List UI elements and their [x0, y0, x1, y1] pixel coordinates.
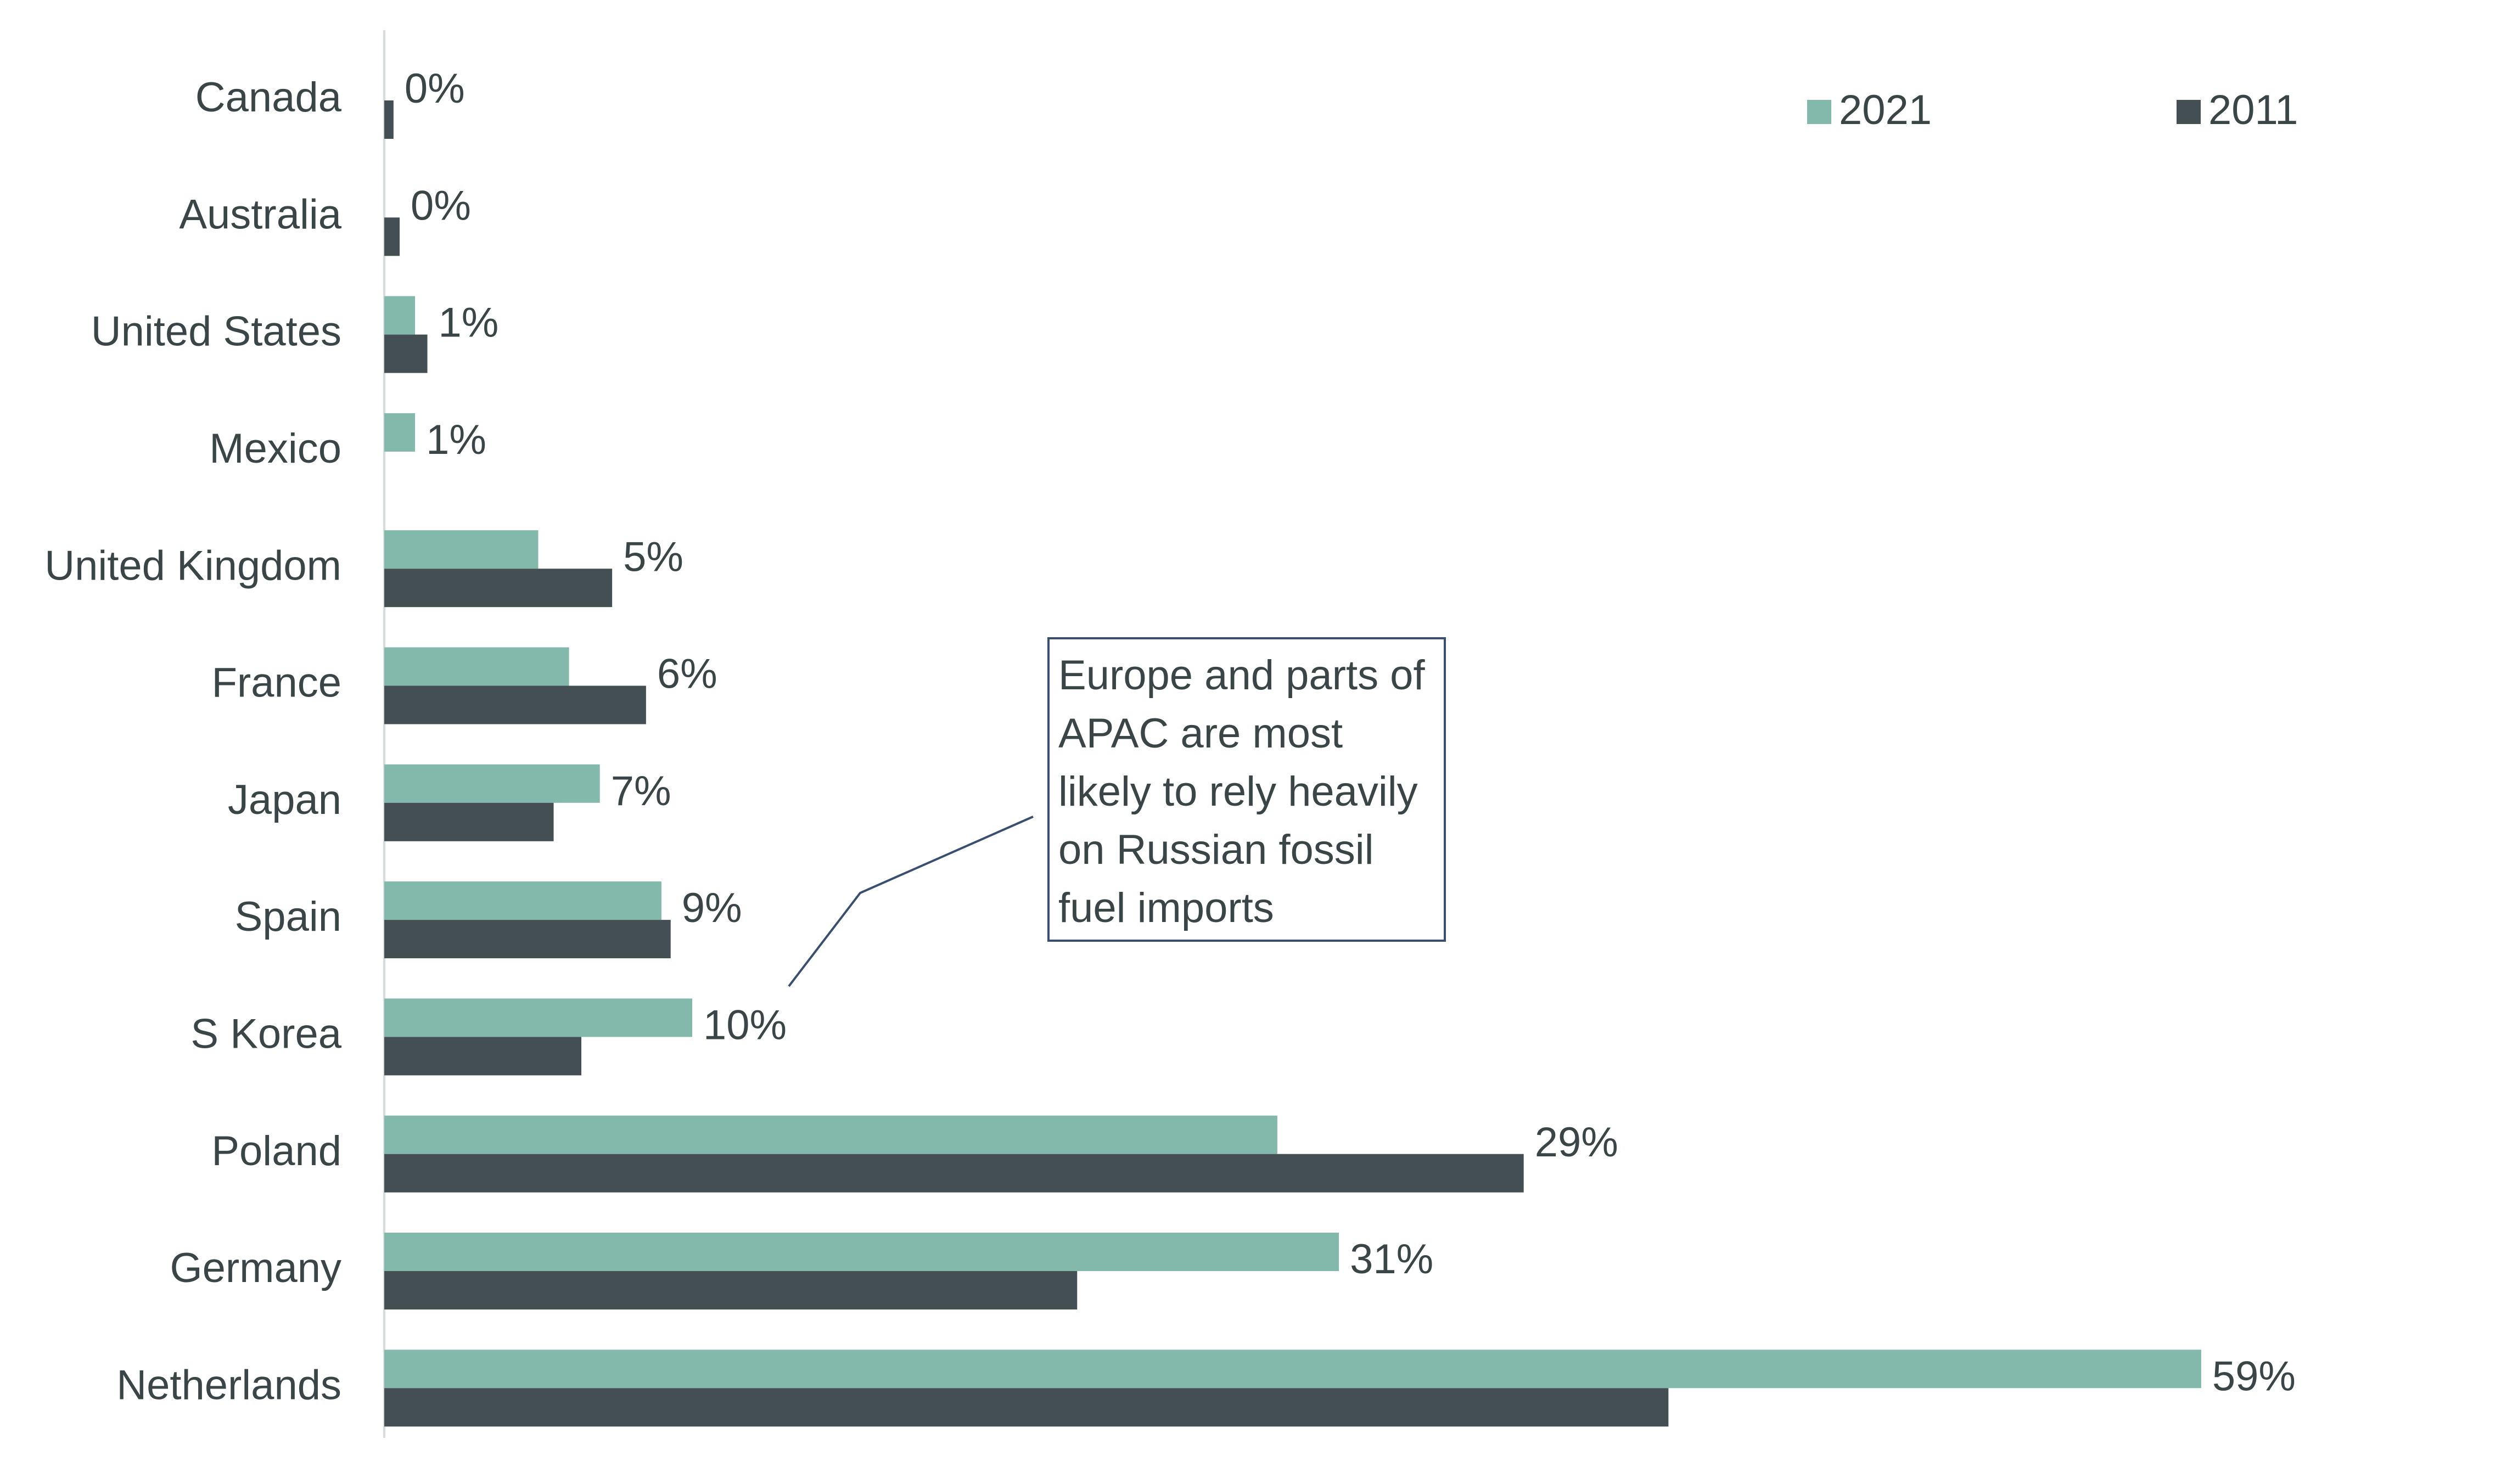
category-label-poland: Poland: [211, 1128, 341, 1174]
data-label-united-states: 1%: [439, 300, 499, 346]
category-label-canada: Canada: [195, 74, 342, 121]
bar-2021-s-korea: [384, 998, 692, 1037]
category-label-japan: Japan: [228, 777, 341, 823]
category-labels: Canada Australia United States Mexico United…: [44, 74, 341, 1408]
legend-swatch-2011: [2177, 100, 2201, 124]
bar-2021-united-kingdom: [384, 530, 539, 569]
bar-2011-japan: [384, 802, 554, 841]
data-label-japan: 7%: [611, 768, 671, 814]
category-label-germany: Germany: [170, 1245, 341, 1291]
data-label-france: 6%: [657, 651, 717, 698]
bar-2011-s-korea: [384, 1037, 582, 1076]
annotation-box: [1047, 637, 1446, 942]
bar-2021-france: [384, 647, 569, 686]
data-label-united-kingdom: 5%: [623, 533, 683, 580]
legend: 2021 2011: [1807, 87, 2298, 133]
annotation-line-1: Europe and parts of: [1058, 652, 1425, 699]
bar-2021-spain: [384, 881, 661, 920]
annotation: Europe and parts of APAC are most likely…: [788, 637, 1446, 987]
bar-2011-france: [384, 685, 646, 724]
category-label-netherlands: Netherlands: [116, 1362, 341, 1408]
data-label-australia: 0%: [411, 182, 471, 229]
category-label-united-states: United States: [91, 308, 341, 355]
bar-2011-canada: [384, 100, 394, 139]
data-label-mexico: 1%: [426, 417, 486, 463]
category-label-mexico: Mexico: [209, 425, 341, 472]
category-label-australia: Australia: [179, 191, 341, 238]
annotation-line-5: fuel imports: [1058, 885, 1274, 931]
bar-2011-united-kingdom: [384, 569, 613, 608]
legend-label-2011: 2011: [2208, 87, 2298, 133]
bars: [384, 100, 2201, 1427]
legend-label-2021: 2021: [1839, 87, 1932, 133]
bar-2011-germany: [384, 1271, 1078, 1309]
bar-2011-united-states: [384, 334, 428, 373]
data-labels: 0% 0% 1% 1% 5% 6% 7% 9% 10% 29% 31% 59%: [405, 65, 2296, 1399]
bar-2011-poland: [384, 1154, 1524, 1193]
data-label-spain: 9%: [682, 885, 742, 931]
bar-2021-germany: [384, 1233, 1339, 1271]
data-label-netherlands: 59%: [2212, 1353, 2296, 1399]
bar-2021-mexico: [384, 413, 416, 452]
legend-swatch-2021: [1807, 100, 1831, 124]
data-label-poland: 29%: [1535, 1119, 1618, 1166]
data-label-canada: 0%: [405, 65, 465, 112]
category-label-spain: Spain: [235, 893, 341, 940]
annotation-line-4: on Russian fossil: [1058, 827, 1374, 873]
bar-2021-poland: [384, 1115, 1277, 1154]
bar-2011-spain: [384, 920, 671, 959]
bar-2011-netherlands: [384, 1388, 1669, 1427]
bar-2021-japan: [384, 764, 600, 803]
bar-2021-united-states: [384, 296, 416, 335]
data-label-germany: 31%: [1350, 1236, 1433, 1283]
data-label-s-korea: 10%: [703, 1002, 787, 1048]
annotation-leader-line: [788, 816, 1034, 987]
annotation-line-3: likely to rely heavily: [1058, 768, 1418, 815]
category-label-s-korea: S Korea: [190, 1010, 341, 1057]
bar-2021-netherlands: [384, 1350, 2201, 1389]
bar-2011-australia: [384, 217, 400, 256]
category-label-united-kingdom: United Kingdom: [44, 542, 341, 589]
category-label-france: France: [211, 660, 341, 706]
annotation-line-2: APAC are most: [1058, 710, 1343, 757]
